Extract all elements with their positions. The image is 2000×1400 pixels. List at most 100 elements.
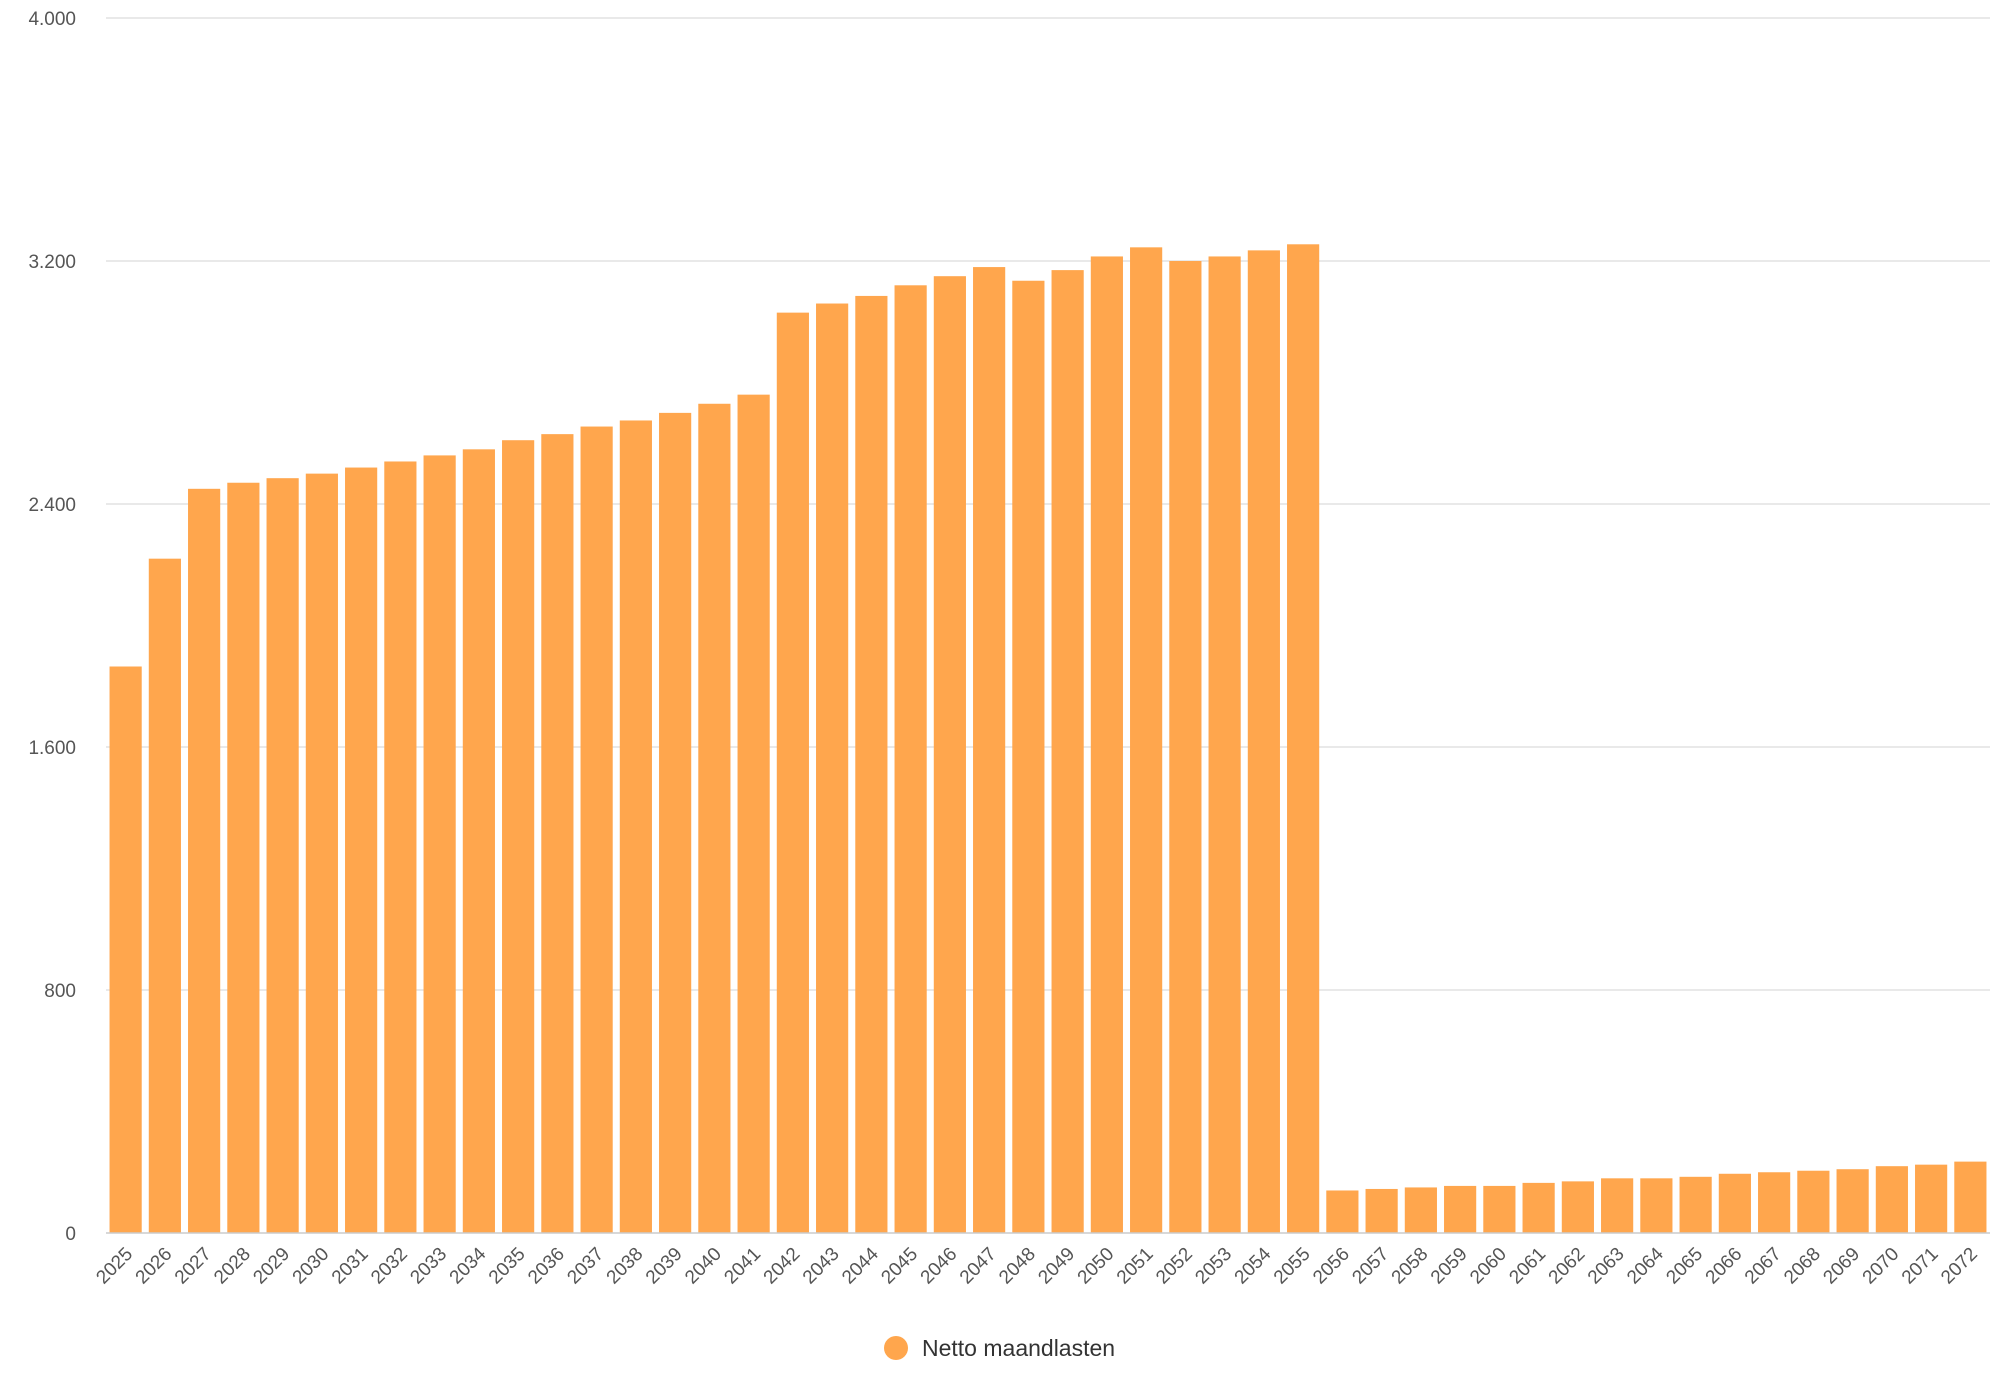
y-tick-label: 1.600 bbox=[28, 738, 76, 759]
bar[interactable] bbox=[462, 449, 495, 1233]
bar[interactable] bbox=[188, 488, 221, 1233]
bar[interactable] bbox=[894, 285, 927, 1233]
bar[interactable] bbox=[1404, 1187, 1437, 1233]
bar[interactable] bbox=[266, 478, 299, 1233]
bar[interactable] bbox=[1483, 1185, 1516, 1233]
x-tick-label: 2044 bbox=[838, 1243, 883, 1288]
bar[interactable] bbox=[423, 455, 456, 1233]
y-tick-label: 4.000 bbox=[28, 9, 76, 30]
x-tick-label: 2056 bbox=[1309, 1244, 1354, 1289]
x-tick-label: 2072 bbox=[1937, 1244, 1982, 1289]
x-tick-label: 2065 bbox=[1662, 1244, 1707, 1289]
bar[interactable] bbox=[1718, 1173, 1751, 1233]
bar[interactable] bbox=[776, 312, 809, 1233]
bar[interactable] bbox=[1758, 1172, 1791, 1233]
x-tick-label: 2045 bbox=[877, 1244, 922, 1289]
x-tick-label: 2033 bbox=[406, 1244, 451, 1289]
bar[interactable] bbox=[619, 420, 652, 1233]
x-tick-label: 2042 bbox=[760, 1244, 805, 1289]
bar[interactable] bbox=[1247, 250, 1280, 1233]
x-tick-label: 2032 bbox=[367, 1244, 412, 1289]
x-tick-label: 2061 bbox=[1505, 1244, 1550, 1289]
x-tick-label: 2064 bbox=[1623, 1243, 1668, 1288]
y-tick-label: 0 bbox=[65, 1224, 76, 1245]
bar[interactable] bbox=[1561, 1181, 1594, 1233]
x-tick-label: 2034 bbox=[446, 1243, 491, 1288]
bar[interactable] bbox=[1601, 1178, 1634, 1233]
x-tick-label: 2036 bbox=[524, 1244, 569, 1289]
bar[interactable] bbox=[109, 666, 142, 1233]
bar[interactable] bbox=[1365, 1188, 1398, 1233]
x-tick-label: 2040 bbox=[681, 1244, 726, 1289]
bar[interactable] bbox=[580, 426, 613, 1233]
bar[interactable] bbox=[1090, 256, 1123, 1234]
legend-marker-icon bbox=[884, 1336, 908, 1360]
bar[interactable] bbox=[737, 394, 770, 1233]
bar[interactable] bbox=[698, 403, 731, 1233]
x-tick-label: 2030 bbox=[289, 1244, 334, 1289]
x-tick-label: 2071 bbox=[1898, 1244, 1943, 1289]
x-tick-label: 2039 bbox=[642, 1244, 687, 1289]
x-tick-label: 2055 bbox=[1270, 1244, 1315, 1289]
y-axis-tick-labels: 0 800 1.600 2.400 3.200 4.000 bbox=[28, 9, 76, 1245]
bar[interactable] bbox=[1954, 1161, 1987, 1233]
x-tick-label: 2067 bbox=[1741, 1244, 1786, 1289]
x-tick-label: 2037 bbox=[563, 1244, 608, 1289]
x-tick-label: 2070 bbox=[1859, 1244, 1904, 1289]
bar[interactable] bbox=[1836, 1169, 1869, 1233]
x-tick-label: 2047 bbox=[956, 1244, 1001, 1289]
bar[interactable] bbox=[1797, 1170, 1830, 1233]
bar[interactable] bbox=[1012, 280, 1045, 1233]
x-tick-label: 2058 bbox=[1388, 1244, 1433, 1289]
x-tick-label: 2035 bbox=[485, 1244, 530, 1289]
x-tick-label: 2069 bbox=[1819, 1244, 1864, 1289]
x-tick-label: 2049 bbox=[1034, 1244, 1079, 1289]
bar[interactable] bbox=[973, 267, 1006, 1233]
x-tick-label: 2029 bbox=[249, 1244, 294, 1289]
x-tick-label: 2041 bbox=[720, 1244, 765, 1289]
bar[interactable] bbox=[305, 473, 338, 1233]
x-tick-label: 2066 bbox=[1702, 1244, 1747, 1289]
bar[interactable] bbox=[1875, 1166, 1908, 1233]
legend-label: Netto maandlasten bbox=[922, 1335, 1115, 1361]
bar[interactable] bbox=[1130, 247, 1163, 1234]
bar[interactable] bbox=[1051, 270, 1084, 1233]
bar[interactable] bbox=[855, 295, 888, 1233]
x-tick-label: 2063 bbox=[1584, 1244, 1629, 1289]
x-tick-label: 2027 bbox=[171, 1244, 216, 1289]
x-tick-label: 2059 bbox=[1427, 1244, 1472, 1289]
bar[interactable] bbox=[1287, 244, 1320, 1233]
x-tick-label: 2054 bbox=[1231, 1243, 1276, 1288]
legend[interactable]: Netto maandlasten bbox=[884, 1335, 1115, 1361]
bar[interactable] bbox=[1208, 256, 1241, 1234]
bar[interactable] bbox=[1444, 1185, 1477, 1233]
x-tick-label: 2038 bbox=[603, 1244, 648, 1289]
x-tick-label: 2052 bbox=[1152, 1244, 1197, 1289]
bar[interactable] bbox=[1915, 1164, 1948, 1233]
bar[interactable] bbox=[816, 303, 849, 1233]
x-axis-tick-labels: 2025202620272028202920302031203220332034… bbox=[92, 1243, 1981, 1288]
bar[interactable] bbox=[1640, 1178, 1673, 1233]
bar[interactable] bbox=[541, 434, 574, 1233]
x-tick-label: 2026 bbox=[132, 1244, 177, 1289]
x-tick-label: 2028 bbox=[210, 1244, 255, 1289]
x-tick-label: 2048 bbox=[995, 1244, 1040, 1289]
bar[interactable] bbox=[933, 276, 966, 1233]
bar[interactable] bbox=[384, 461, 417, 1234]
x-tick-label: 2031 bbox=[328, 1244, 373, 1289]
bar[interactable] bbox=[1522, 1182, 1555, 1233]
bar[interactable] bbox=[1169, 261, 1202, 1233]
y-tick-label: 2.400 bbox=[28, 495, 76, 516]
bar[interactable] bbox=[227, 482, 260, 1233]
bar[interactable] bbox=[148, 558, 181, 1233]
x-tick-label: 2046 bbox=[917, 1244, 962, 1289]
bar[interactable] bbox=[659, 412, 692, 1233]
y-tick-label: 3.200 bbox=[28, 252, 76, 273]
bar-series bbox=[109, 244, 1987, 1234]
bar[interactable] bbox=[502, 440, 535, 1233]
bar[interactable] bbox=[345, 467, 378, 1233]
grid-lines bbox=[106, 17, 1990, 991]
bar[interactable] bbox=[1326, 1190, 1359, 1233]
x-tick-label: 2051 bbox=[1113, 1244, 1158, 1289]
bar[interactable] bbox=[1679, 1176, 1712, 1233]
